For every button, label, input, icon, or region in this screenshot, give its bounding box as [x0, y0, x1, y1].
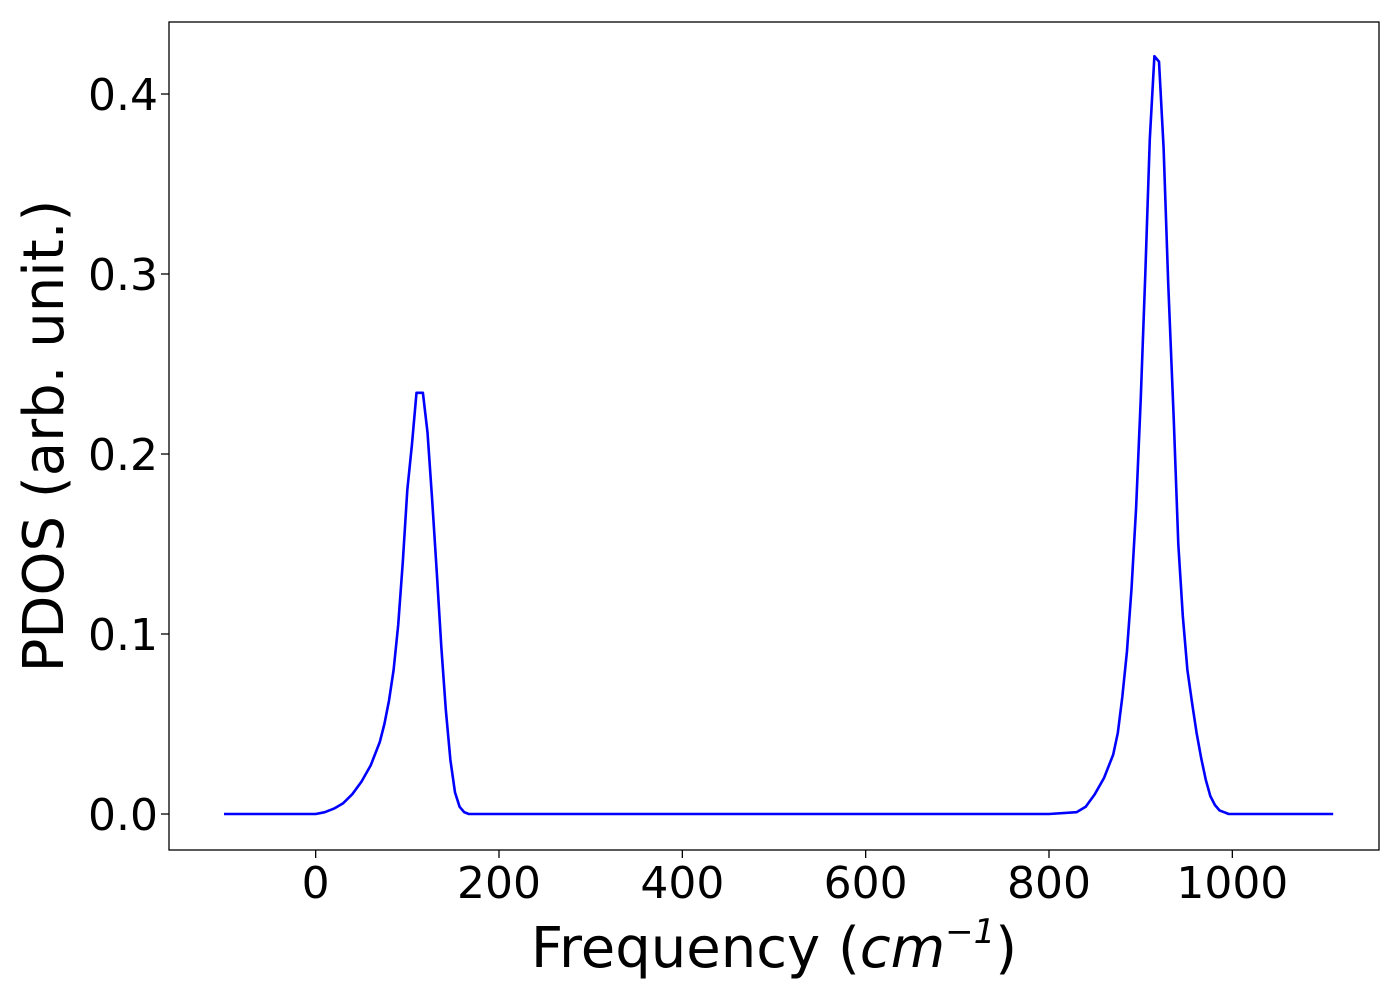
x-axis-label-exponent: −1 — [945, 912, 995, 952]
y-axis-label: PDOS (arb. unit.) — [12, 200, 77, 673]
x-axis-label: Frequency (cm−1) — [531, 912, 1017, 981]
x-tick-label: 600 — [824, 858, 908, 909]
x-axis-label-close: ) — [995, 916, 1017, 981]
y-tick-label: 0.4 — [88, 70, 158, 121]
x-tick-label: 400 — [640, 858, 724, 909]
y-tick-label: 0.0 — [88, 790, 158, 841]
x-tick-label: 1000 — [1176, 858, 1288, 909]
y-axis-ticks: 0.0 0.1 0.2 0.3 0.4 — [88, 70, 169, 841]
x-tick-label: 200 — [457, 858, 541, 909]
x-tick-label: 800 — [1007, 858, 1091, 909]
x-tick-label: 0 — [302, 858, 330, 909]
plot-area-frame — [168, 21, 1380, 851]
x-axis-label-text: Frequency ( — [531, 916, 860, 981]
x-axis-label-unit: cm — [860, 916, 945, 981]
y-tick-label: 0.2 — [88, 430, 158, 481]
x-axis-ticks: 0 200 400 600 800 1000 — [302, 850, 1288, 909]
pdos-series-line — [224, 54, 1334, 816]
y-tick-label: 0.1 — [88, 610, 158, 661]
y-tick-label: 0.3 — [88, 250, 158, 301]
